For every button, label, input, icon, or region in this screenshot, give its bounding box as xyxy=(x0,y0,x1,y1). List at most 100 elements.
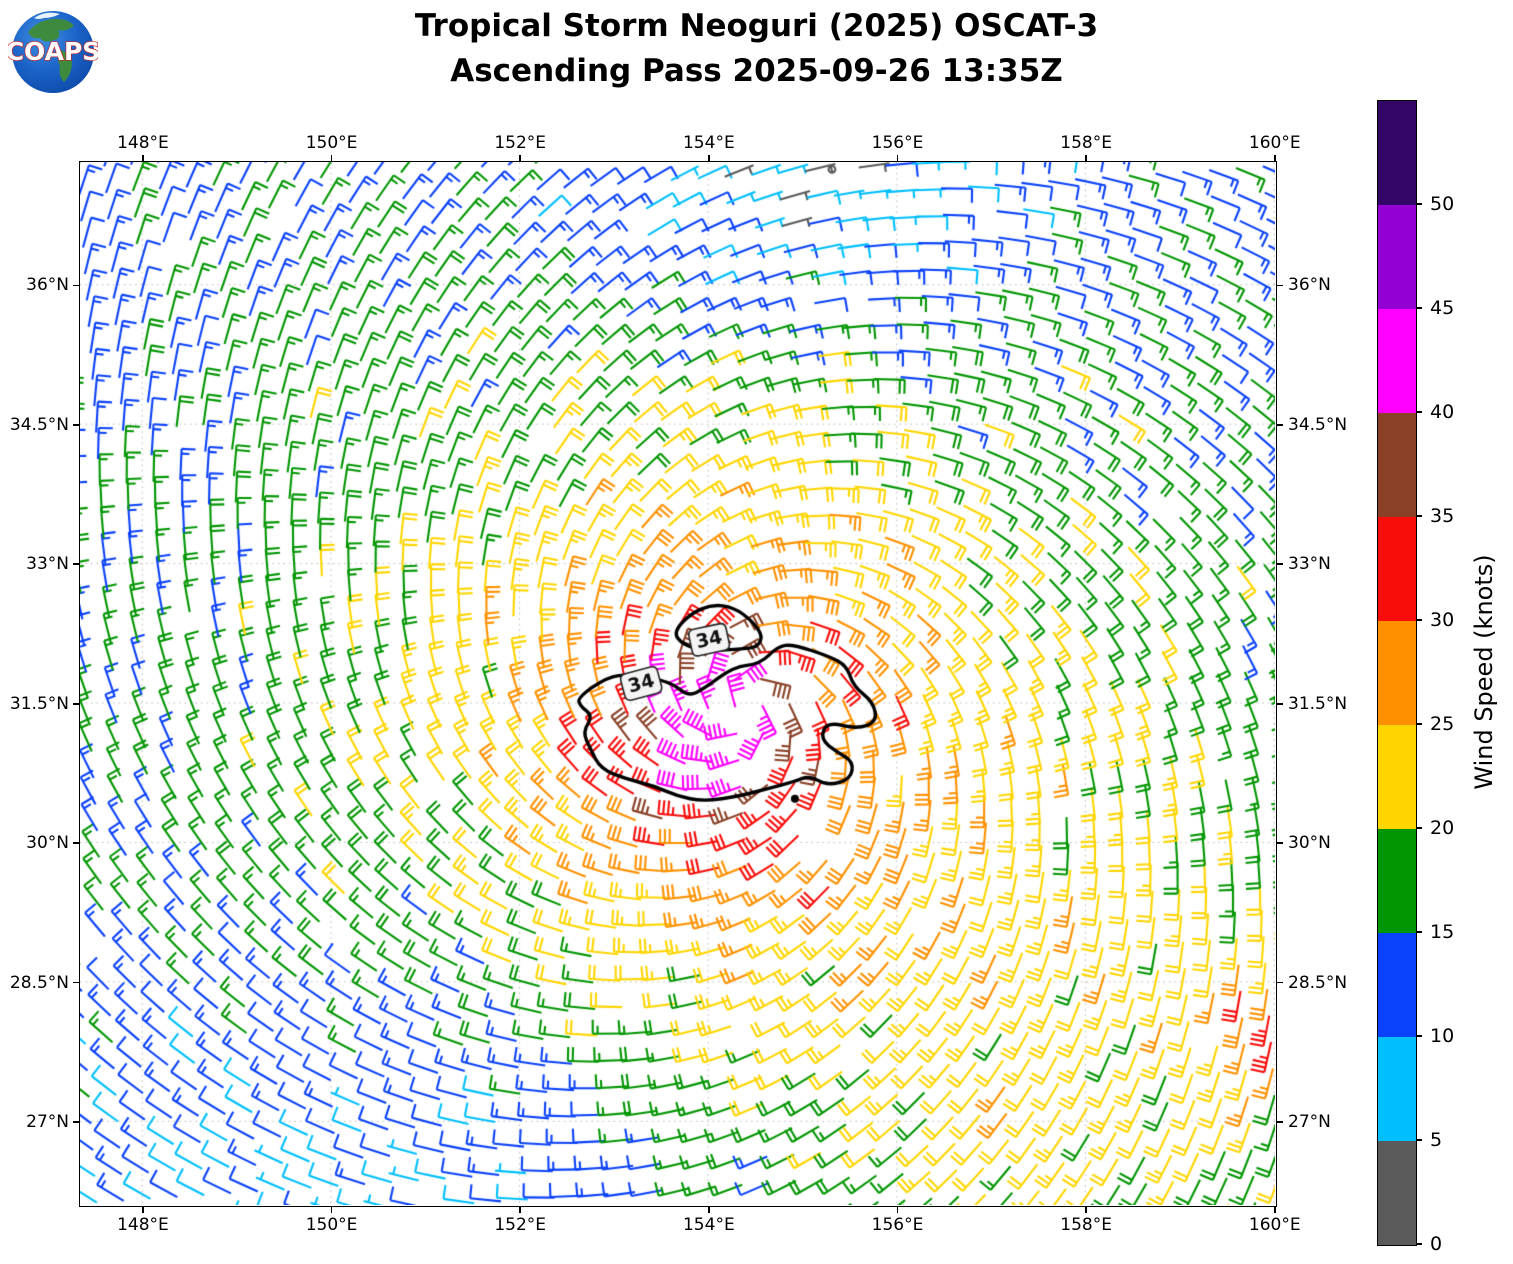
y-tick-label: 34.5°N xyxy=(1288,414,1348,435)
x-tick-label: 154°E xyxy=(682,1215,735,1236)
y-tick-label: 33°N xyxy=(1288,554,1331,575)
y-tick-label: 36°N xyxy=(1288,275,1331,296)
x-tick-label: 148°E xyxy=(117,133,169,153)
colorbar-tick-mark xyxy=(1416,203,1422,205)
globe-icon: COAPS xyxy=(5,11,101,93)
x-tick-label: 150°E xyxy=(305,133,358,153)
colorbar-tick-label: 5 xyxy=(1430,1129,1443,1151)
x-tick-mark xyxy=(142,155,144,161)
y-tick-mark xyxy=(73,284,79,287)
colorbar-tick-label: 45 xyxy=(1430,297,1455,319)
x-tick-mark xyxy=(1273,1207,1276,1214)
x-tick-label: 152°E xyxy=(494,133,547,153)
colorbar-tick-mark xyxy=(1416,1139,1422,1141)
y-tick-mark xyxy=(1277,563,1284,566)
y-tick-mark xyxy=(73,842,79,844)
x-tick-label: 160°E xyxy=(1248,1215,1301,1236)
map-axes-frame xyxy=(79,161,1277,1207)
colorbar-tick-label: 10 xyxy=(1430,1025,1455,1047)
colorbar-tick-label: 0 xyxy=(1430,1233,1443,1255)
y-tick-label: 28.5°N xyxy=(9,972,69,993)
y-tick-label: 27°N xyxy=(26,1112,69,1133)
x-tick-mark xyxy=(896,155,899,161)
y-tick-label: 27°N xyxy=(1288,1112,1331,1133)
x-tick-label: 154°E xyxy=(682,133,735,153)
colorbar-segment xyxy=(1378,829,1416,933)
y-tick-label: 30°N xyxy=(26,833,69,854)
x-tick-mark xyxy=(708,1207,710,1214)
colorbar-tick-mark xyxy=(1416,827,1422,829)
y-tick-label: 34.5°N xyxy=(9,414,69,435)
y-tick-mark xyxy=(73,702,79,705)
y-tick-label: 31.5°N xyxy=(1288,693,1348,714)
colorbar-tick-mark xyxy=(1416,931,1422,933)
x-tick-mark xyxy=(330,155,333,161)
colorbar-segment xyxy=(1378,933,1416,1037)
plot-title: Tropical Storm Neoguri (2025) OSCAT-3 As… xyxy=(0,4,1513,94)
colorbar-tick-mark xyxy=(1416,723,1422,725)
colorbar-tick-label: 20 xyxy=(1430,817,1455,839)
x-tick-mark xyxy=(896,1207,899,1214)
colorbar-segment xyxy=(1378,309,1416,413)
colorbar-segment xyxy=(1378,621,1416,725)
x-tick-label: 158°E xyxy=(1060,1215,1112,1236)
y-tick-label: 31.5°N xyxy=(9,693,69,714)
x-tick-label: 156°E xyxy=(871,133,924,153)
colorbar-segment xyxy=(1378,725,1416,829)
y-tick-mark xyxy=(73,563,79,566)
colorbar-tick-mark xyxy=(1416,619,1422,621)
y-tick-label: 33°N xyxy=(26,554,69,575)
y-tick-mark xyxy=(1277,424,1284,426)
y-tick-mark xyxy=(1277,284,1284,287)
y-tick-mark xyxy=(1277,842,1284,844)
x-tick-mark xyxy=(1085,155,1087,161)
x-tick-label: 148°E xyxy=(117,1215,169,1236)
colorbar-segment xyxy=(1378,517,1416,621)
colorbar-tick-label: 35 xyxy=(1430,505,1455,527)
y-tick-label: 30°N xyxy=(1288,833,1331,854)
colorbar-tick-mark xyxy=(1416,307,1422,309)
x-tick-mark xyxy=(708,155,710,161)
x-tick-mark xyxy=(330,1207,333,1214)
svg-text:COAPS: COAPS xyxy=(8,37,98,66)
colorbar-tick-mark xyxy=(1416,515,1422,517)
x-tick-label: 160°E xyxy=(1248,133,1301,153)
colorbar-tick-label: 40 xyxy=(1430,401,1455,423)
x-tick-mark xyxy=(1273,155,1276,161)
x-tick-label: 156°E xyxy=(871,1215,924,1236)
y-tick-label: 36°N xyxy=(26,275,69,296)
colorbar-segment xyxy=(1378,205,1416,309)
x-tick-mark xyxy=(519,1207,521,1214)
colorbar-tick-mark xyxy=(1416,1243,1422,1245)
x-tick-mark xyxy=(1085,1207,1087,1214)
plot-title-line2: Ascending Pass 2025-09-26 13:35Z xyxy=(450,53,1063,89)
colorbar-segment xyxy=(1378,413,1416,517)
y-tick-mark xyxy=(1277,702,1284,705)
x-tick-label: 150°E xyxy=(305,1215,358,1236)
plot-title-line1: Tropical Storm Neoguri (2025) OSCAT-3 xyxy=(414,8,1099,44)
x-tick-mark xyxy=(142,1207,144,1214)
colorbar-segment xyxy=(1378,1141,1416,1245)
x-tick-mark xyxy=(519,155,521,161)
colorbar-axis-label: Wind Speed (knots) xyxy=(1470,554,1498,790)
wind-barb-map xyxy=(80,162,1275,1205)
colorbar-segment xyxy=(1378,101,1416,205)
y-tick-mark xyxy=(73,1121,79,1123)
y-tick-mark xyxy=(1277,1121,1284,1123)
y-tick-mark xyxy=(1277,981,1284,984)
x-tick-label: 158°E xyxy=(1060,133,1112,153)
coaps-logo: COAPS xyxy=(5,6,101,96)
x-tick-label: 152°E xyxy=(494,1215,547,1236)
colorbar-tick-label: 50 xyxy=(1430,193,1455,215)
colorbar-tick-mark xyxy=(1416,411,1422,413)
colorbar-segment xyxy=(1378,1037,1416,1141)
colorbar-tick-label: 25 xyxy=(1430,713,1455,735)
y-tick-mark xyxy=(73,424,79,426)
y-tick-label: 28.5°N xyxy=(1288,972,1348,993)
colorbar-tick-mark xyxy=(1416,1035,1422,1037)
wind-speed-colorbar xyxy=(1377,100,1417,1246)
colorbar-tick-label: 30 xyxy=(1430,609,1455,631)
colorbar-tick-label: 15 xyxy=(1430,921,1455,943)
y-tick-mark xyxy=(73,981,79,984)
